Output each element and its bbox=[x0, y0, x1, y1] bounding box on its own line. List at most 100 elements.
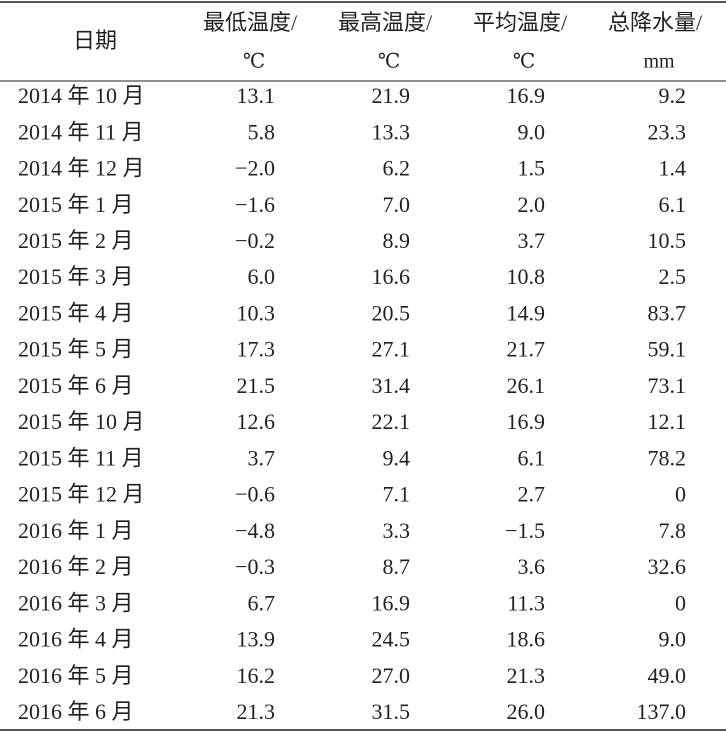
date-cell: 2016 年 3 月 bbox=[18, 590, 134, 615]
date-cell: 2015 年 6 月 bbox=[18, 373, 134, 398]
header-name: 总降水量/ bbox=[608, 10, 703, 35]
value-cell: 26.0 bbox=[507, 699, 546, 724]
value-cell: 6.2 bbox=[383, 156, 411, 181]
value-cell: 21.9 bbox=[372, 83, 411, 108]
value-cell: 18.6 bbox=[507, 627, 546, 652]
value-cell: 26.1 bbox=[507, 373, 546, 398]
value-cell: −4.8 bbox=[235, 518, 275, 543]
value-cell: 6.1 bbox=[518, 445, 546, 470]
value-cell: 9.0 bbox=[518, 119, 546, 144]
value-cell: 59.1 bbox=[648, 337, 687, 362]
header-name: 平均温度/ bbox=[473, 10, 568, 35]
date-cell: 2015 年 4 月 bbox=[18, 300, 134, 325]
value-cell: 78.2 bbox=[648, 445, 687, 470]
header-unit: ℃ bbox=[378, 51, 400, 73]
value-cell: 12.6 bbox=[237, 409, 276, 434]
value-cell: 16.9 bbox=[372, 590, 411, 615]
value-cell: 73.1 bbox=[648, 373, 687, 398]
value-cell: 7.0 bbox=[383, 192, 411, 217]
value-cell: 27.0 bbox=[372, 663, 411, 688]
value-cell: 32.6 bbox=[648, 554, 687, 579]
value-cell: 10.5 bbox=[648, 228, 687, 253]
value-cell: 17.3 bbox=[237, 337, 276, 362]
date-cell: 2015 年 10 月 bbox=[18, 409, 145, 434]
value-cell: 16.2 bbox=[237, 663, 276, 688]
value-cell: 22.1 bbox=[372, 409, 411, 434]
value-cell: 3.3 bbox=[383, 518, 411, 543]
value-cell: 2.7 bbox=[518, 482, 546, 507]
value-cell: −2.0 bbox=[235, 156, 275, 181]
value-cell: 21.7 bbox=[507, 337, 546, 362]
value-cell: 0 bbox=[675, 590, 686, 615]
value-cell: 21.3 bbox=[237, 699, 276, 724]
date-cell: 2016 年 6 月 bbox=[18, 699, 134, 724]
value-cell: −0.6 bbox=[235, 482, 275, 507]
value-cell: 8.9 bbox=[383, 228, 411, 253]
value-cell: 21.3 bbox=[507, 663, 546, 688]
value-cell: 13.9 bbox=[237, 627, 276, 652]
value-cell: 9.0 bbox=[659, 627, 687, 652]
date-cell: 2014 年 11 月 bbox=[18, 119, 144, 144]
value-cell: 3.7 bbox=[248, 445, 276, 470]
value-cell: 3.7 bbox=[518, 228, 546, 253]
value-cell: 24.5 bbox=[372, 627, 411, 652]
value-cell: 13.3 bbox=[372, 119, 411, 144]
value-cell: 16.9 bbox=[507, 409, 546, 434]
header-unit: ℃ bbox=[243, 51, 265, 73]
value-cell: 6.7 bbox=[248, 590, 276, 615]
date-cell: 2014 年 12 月 bbox=[18, 156, 145, 181]
value-cell: 31.4 bbox=[372, 373, 411, 398]
value-cell: 13.1 bbox=[237, 83, 276, 108]
value-cell: 10.3 bbox=[237, 300, 276, 325]
date-cell: 2016 年 5 月 bbox=[18, 663, 134, 688]
value-cell: 31.5 bbox=[372, 699, 411, 724]
value-cell: 1.4 bbox=[659, 156, 687, 181]
value-cell: 10.8 bbox=[507, 264, 546, 289]
value-cell: 1.5 bbox=[518, 156, 546, 181]
value-cell: 2.5 bbox=[659, 264, 687, 289]
value-cell: −0.3 bbox=[235, 554, 275, 579]
value-cell: 8.7 bbox=[383, 554, 411, 579]
value-cell: 137.0 bbox=[637, 699, 687, 724]
header-unit: mm bbox=[643, 51, 675, 73]
value-cell: 11.3 bbox=[507, 590, 545, 615]
value-cell: 7.8 bbox=[659, 518, 687, 543]
value-cell: 27.1 bbox=[372, 337, 411, 362]
value-cell: 6.1 bbox=[659, 192, 687, 217]
value-cell: 6.0 bbox=[248, 264, 276, 289]
value-cell: 0 bbox=[675, 482, 686, 507]
date-cell: 2015 年 2 月 bbox=[18, 228, 134, 253]
value-cell: 83.7 bbox=[648, 300, 687, 325]
value-cell: 49.0 bbox=[648, 663, 687, 688]
date-cell: 2015 年 1 月 bbox=[18, 192, 134, 217]
date-cell: 2016 年 2 月 bbox=[18, 554, 134, 579]
value-cell: 16.6 bbox=[372, 264, 411, 289]
header-name: 最高温度/ bbox=[338, 10, 433, 35]
value-cell: 23.3 bbox=[648, 119, 687, 144]
date-cell: 2015 年 12 月 bbox=[18, 482, 145, 507]
value-cell: 3.6 bbox=[518, 554, 546, 579]
header-name: 最低温度/ bbox=[203, 10, 298, 35]
value-cell: 20.5 bbox=[372, 300, 411, 325]
date-cell: 2015 年 3 月 bbox=[18, 264, 134, 289]
date-cell: 2016 年 1 月 bbox=[18, 518, 134, 543]
value-cell: 12.1 bbox=[648, 409, 687, 434]
value-cell: 5.8 bbox=[248, 119, 276, 144]
value-cell: 21.5 bbox=[237, 373, 276, 398]
value-cell: −0.2 bbox=[235, 228, 275, 253]
header-unit: ℃ bbox=[513, 51, 535, 73]
value-cell: 7.1 bbox=[383, 482, 411, 507]
value-cell: −1.6 bbox=[235, 192, 275, 217]
header-date: 日期 bbox=[73, 28, 117, 53]
date-cell: 2014 年 10 月 bbox=[18, 83, 145, 108]
date-cell: 2016 年 4 月 bbox=[18, 627, 134, 652]
value-cell: 2.0 bbox=[518, 192, 546, 217]
date-cell: 2015 年 11 月 bbox=[18, 445, 144, 470]
value-cell: 14.9 bbox=[507, 300, 546, 325]
value-cell: 16.9 bbox=[507, 83, 546, 108]
value-cell: 9.2 bbox=[659, 83, 687, 108]
value-cell: −1.5 bbox=[505, 518, 545, 543]
date-cell: 2015 年 5 月 bbox=[18, 337, 134, 362]
value-cell: 9.4 bbox=[383, 445, 411, 470]
